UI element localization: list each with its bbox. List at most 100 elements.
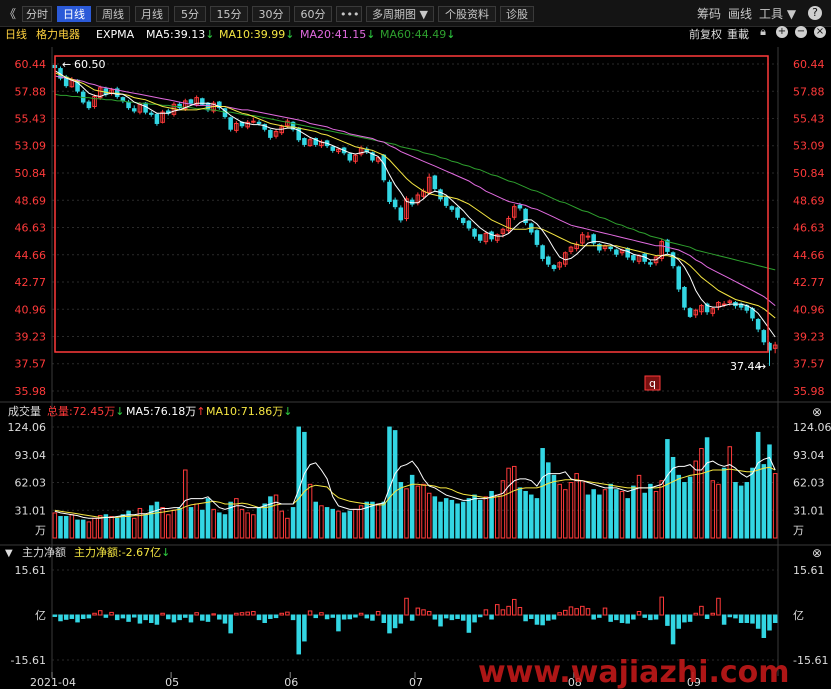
flow-bar[interactable] <box>631 614 636 620</box>
candle-body[interactable] <box>704 303 710 313</box>
flow-bar[interactable] <box>375 611 381 616</box>
flow-bar[interactable] <box>432 614 438 620</box>
period-tab-timeshare[interactable]: 分时 <box>22 6 52 22</box>
volume-bar[interactable] <box>188 507 194 539</box>
candle-body[interactable] <box>97 87 103 99</box>
volume-bar[interactable] <box>319 505 324 539</box>
volume-bar[interactable] <box>455 503 460 539</box>
marker-box[interactable] <box>644 375 661 391</box>
volume-bar[interactable] <box>404 488 409 539</box>
period-tab-30min[interactable]: 30分 <box>252 6 290 22</box>
volume-bar[interactable] <box>619 490 625 539</box>
flow-bar[interactable] <box>517 607 523 616</box>
flow-bar[interactable] <box>205 614 211 622</box>
flow-bar[interactable] <box>285 611 290 616</box>
volume-bar[interactable] <box>750 467 755 539</box>
flow-bar[interactable] <box>251 611 256 616</box>
flow-bar[interactable] <box>676 614 682 629</box>
volume-bar[interactable] <box>251 514 256 539</box>
volume-bar[interactable] <box>370 501 375 539</box>
flow-bar[interactable] <box>738 614 744 623</box>
volume-bar[interactable] <box>704 437 710 539</box>
candle-body[interactable] <box>256 121 262 124</box>
candle-body[interactable] <box>449 206 455 210</box>
flow-bar[interactable] <box>228 614 233 634</box>
volume-bar[interactable] <box>438 501 443 539</box>
flow-bar[interactable] <box>653 614 659 620</box>
close-volume-icon[interactable]: ⊗ <box>812 405 822 419</box>
period-tab-daily[interactable]: 日线 <box>57 6 91 22</box>
candle-body[interactable] <box>693 309 699 316</box>
volume-bar[interactable] <box>744 482 750 539</box>
volume-bar[interactable] <box>551 474 557 539</box>
candle-body[interactable] <box>387 181 392 202</box>
candle-body[interactable] <box>336 148 341 153</box>
flow-bar[interactable] <box>455 614 460 619</box>
volume-bar[interactable] <box>211 508 216 539</box>
flow-bar[interactable] <box>602 607 608 616</box>
flow-bar[interactable] <box>143 614 148 621</box>
candle-body[interactable] <box>205 102 211 111</box>
volume-bar[interactable] <box>761 464 767 539</box>
flow-bar[interactable] <box>761 614 767 638</box>
volume-bar[interactable] <box>239 508 245 539</box>
volume-bar[interactable] <box>421 483 426 539</box>
candle-body[interactable] <box>687 308 693 317</box>
flow-bar[interactable] <box>80 614 86 619</box>
candle-body[interactable] <box>370 152 375 161</box>
flow-bar[interactable] <box>614 614 619 621</box>
flow-bar[interactable] <box>477 614 483 618</box>
volume-bar[interactable] <box>466 498 472 539</box>
flow-bar[interactable] <box>721 614 727 625</box>
flow-bar[interactable] <box>188 614 194 623</box>
volume-bar[interactable] <box>290 507 296 539</box>
period-tab-5min[interactable]: 5分 <box>174 6 206 22</box>
flow-bar[interactable] <box>483 609 489 616</box>
candle-body[interactable] <box>568 246 574 252</box>
flow-bar[interactable] <box>699 605 704 616</box>
volume-bar[interactable] <box>364 501 370 539</box>
candle-body[interactable] <box>404 198 409 220</box>
candle-body[interactable] <box>631 255 636 261</box>
candle-body[interactable] <box>455 207 460 218</box>
volume-bar[interactable] <box>733 482 738 539</box>
candle-body[interactable] <box>727 300 733 304</box>
flow-bar[interactable] <box>92 612 97 616</box>
candle-body[interactable] <box>290 121 296 130</box>
volume-bar[interactable] <box>154 501 160 539</box>
volume-bar[interactable] <box>472 494 477 539</box>
flow-bar[interactable] <box>511 598 517 616</box>
volume-bar[interactable] <box>568 482 574 539</box>
volume-bar[interactable] <box>171 509 177 539</box>
candle-body[interactable] <box>506 218 511 232</box>
candle-body[interactable] <box>273 131 279 137</box>
candle-body[interactable] <box>177 103 182 109</box>
flow-bar[interactable] <box>262 614 267 623</box>
flow-bar[interactable] <box>755 614 761 629</box>
flow-bar[interactable] <box>114 614 120 621</box>
candle-body[interactable] <box>608 246 613 250</box>
period-tab-60min[interactable]: 60分 <box>294 6 332 22</box>
volume-bar[interactable] <box>523 490 528 539</box>
volume-bar[interactable] <box>563 489 568 539</box>
volume-bar[interactable] <box>75 519 80 539</box>
candle-body[interactable] <box>392 199 398 208</box>
stock-profile-button[interactable]: 个股资料 <box>438 6 496 22</box>
volume-bar[interactable] <box>676 474 682 539</box>
volume-bar[interactable] <box>665 439 670 539</box>
flow-bar[interactable] <box>86 614 92 619</box>
flow-bar[interactable] <box>568 606 574 616</box>
chips-button[interactable]: 筹码 <box>697 7 722 21</box>
candle-body[interactable] <box>194 97 199 105</box>
draw-line-button[interactable]: 画线 <box>728 7 753 21</box>
flow-bar[interactable] <box>58 614 63 622</box>
volume-bar[interactable] <box>511 465 517 539</box>
flow-bar[interactable] <box>290 614 296 621</box>
candle-body[interactable] <box>307 139 313 147</box>
flow-bar[interactable] <box>585 608 591 616</box>
flow-bar[interactable] <box>642 614 647 618</box>
volume-bar[interactable] <box>415 485 421 539</box>
flow-bar[interactable] <box>347 614 353 620</box>
flow-bar[interactable] <box>506 605 511 616</box>
candle-body[interactable] <box>438 189 443 200</box>
